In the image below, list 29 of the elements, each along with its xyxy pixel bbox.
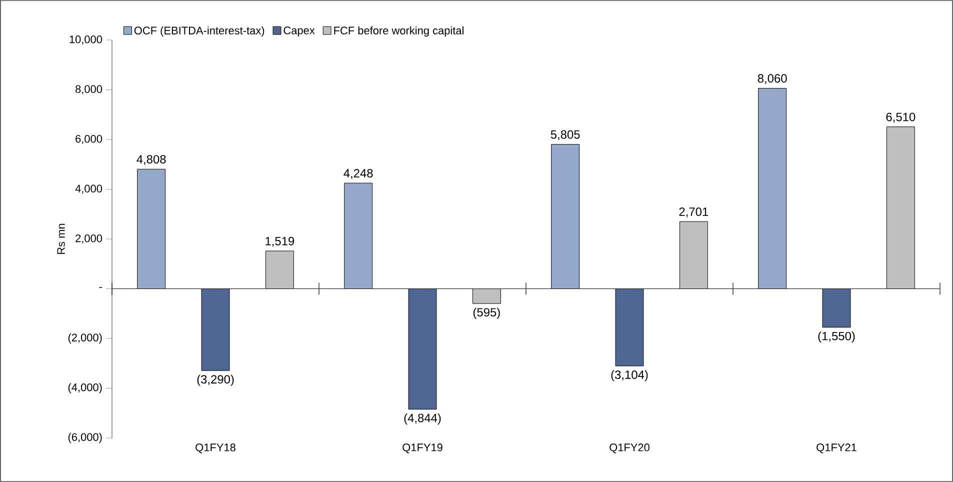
y-tick-label: 8,000 <box>76 85 102 94</box>
x-tick-label: Q1FY20 <box>610 444 650 454</box>
data-label: 1,519 <box>266 236 294 247</box>
y-tick-label: 6,000 <box>76 134 102 144</box>
y-axis-title: Rs mn <box>57 224 65 254</box>
legend-label: FCF before working capital <box>334 26 464 37</box>
x-tick-label: Q1FY21 <box>816 444 856 454</box>
y-tick-label: (2,000) <box>68 333 102 344</box>
data-label: 5,805 <box>550 130 580 140</box>
data-label: 6,510 <box>886 112 916 123</box>
y-tick-label: - <box>99 287 102 288</box>
y-tick-label: (4,000) <box>68 383 102 394</box>
y-tick-label: 4,000 <box>75 184 102 194</box>
data-label: (3,104) <box>611 370 648 382</box>
data-label: 4,808 <box>136 155 166 165</box>
y-tick-label: (6,000) <box>68 432 102 444</box>
x-tick-label: Q1FY18 <box>196 444 236 454</box>
data-label: 2,701 <box>679 207 708 218</box>
y-tick-label: 2,000 <box>76 234 102 244</box>
data-label: 4,248 <box>344 169 373 179</box>
data-label: (4,844) <box>404 413 441 425</box>
data-label: (1,550) <box>818 332 855 343</box>
x-tick-label: Q1FY19 <box>402 444 442 454</box>
legend-label: OCF (EBITDA-interest-tax) <box>134 26 264 37</box>
y-tick-label: 10,000 <box>70 35 102 45</box>
data-label: (595) <box>473 308 500 319</box>
data-label: (3,290) <box>197 374 234 386</box>
data-label: 8,060 <box>758 74 787 84</box>
legend-label: Capex <box>284 26 315 36</box>
